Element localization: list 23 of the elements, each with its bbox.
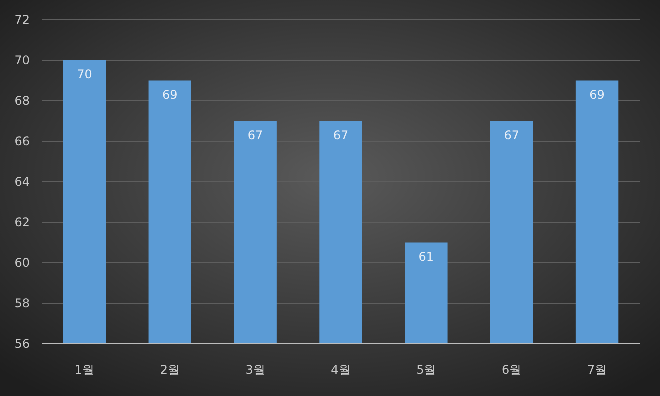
- y-tick-label: 70: [14, 54, 30, 68]
- x-tick-label: 4월: [331, 363, 351, 377]
- data-label: 67: [333, 128, 349, 142]
- y-tick-label: 58: [14, 296, 30, 310]
- x-tick-label: 2월: [160, 363, 180, 377]
- x-tick-label: 3월: [246, 363, 266, 377]
- x-tick-label: 7월: [587, 363, 608, 377]
- x-tick-label: 6월: [502, 363, 522, 377]
- x-tick-label: 5월: [416, 363, 436, 377]
- data-label: 69: [590, 88, 605, 102]
- y-tick-label: 68: [14, 94, 30, 108]
- data-label: 61: [418, 250, 434, 264]
- y-tick-label: 64: [14, 175, 30, 189]
- y-tick-label: 72: [14, 13, 30, 27]
- y-tick-label: 60: [14, 256, 30, 270]
- data-label: 69: [162, 88, 178, 102]
- y-tick-label: 66: [14, 134, 30, 148]
- data-label: 67: [248, 128, 264, 142]
- y-tick-label: 56: [14, 337, 30, 351]
- data-label: 70: [77, 68, 92, 82]
- x-tick-label: 1월: [74, 363, 95, 377]
- y-tick-label: 62: [14, 216, 30, 230]
- data-label: 67: [504, 128, 520, 142]
